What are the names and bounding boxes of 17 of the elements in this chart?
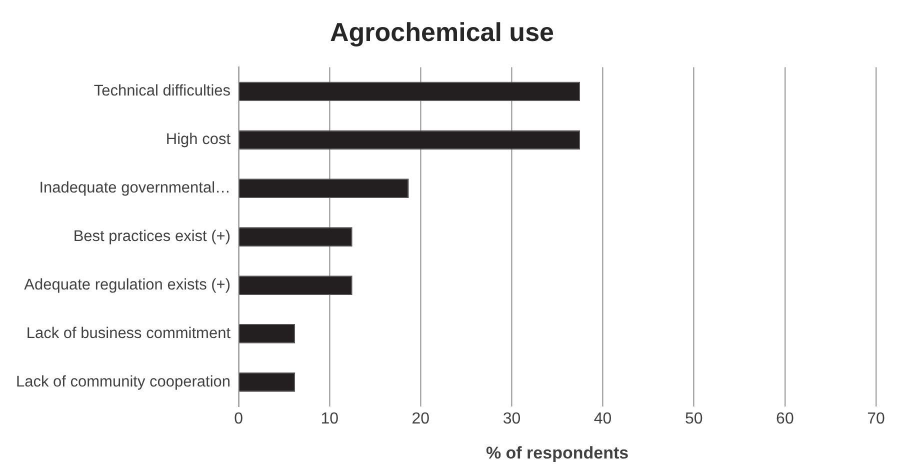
chart-title: Agrochemical use: [330, 16, 554, 47]
x-tick-label: 40: [594, 410, 612, 428]
x-tick-label: 70: [867, 410, 885, 428]
x-tick-label: 50: [684, 410, 703, 428]
x-tick-label: 10: [320, 410, 339, 428]
x-tick-label: 0: [234, 410, 244, 428]
y-tick-label: Technical difficulties: [94, 82, 231, 100]
x-axis-title: % of respondents: [486, 443, 629, 462]
y-tick-label: Best practices exist (+): [73, 228, 231, 246]
y-tick-label: Lack of business commitment: [26, 324, 232, 342]
x-tick-label: 60: [776, 410, 794, 428]
y-tick-label: Adequate regulation exists (+): [24, 276, 231, 294]
y-tick-label: Lack of community cooperation: [16, 373, 231, 390]
y-tick-label: High cost: [166, 131, 232, 148]
x-tick-label: 30: [502, 410, 521, 428]
y-tick-label: Inadequate governmental…: [39, 180, 231, 197]
x-tick-label: 20: [412, 410, 430, 428]
